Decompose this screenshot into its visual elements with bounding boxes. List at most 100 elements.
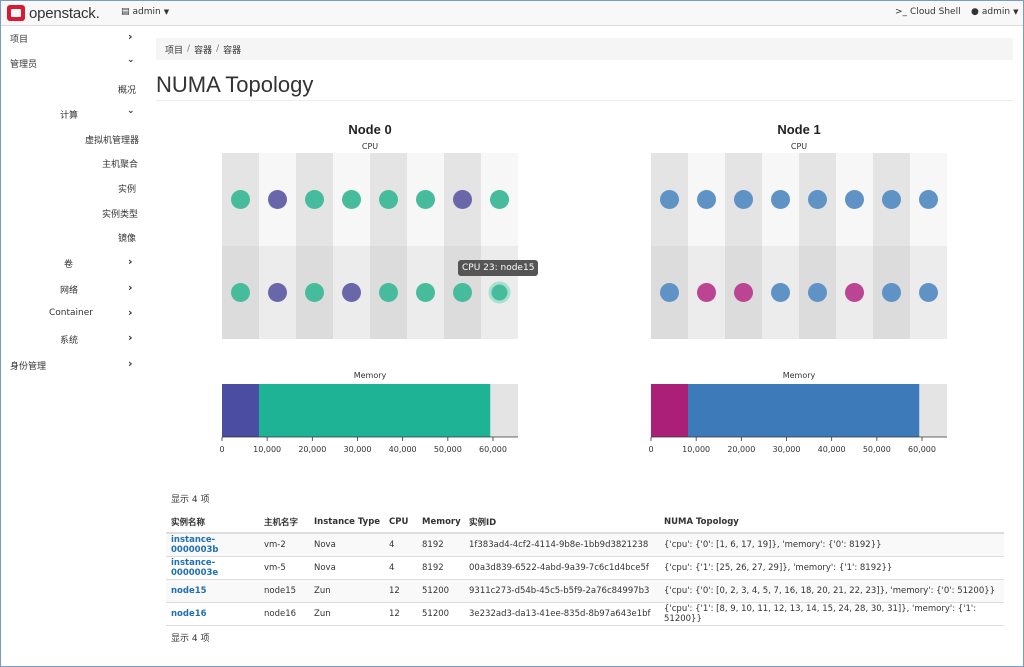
chevron-down-icon[interactable]: ⌄ [127,106,135,116]
cpu-core-dot[interactable] [379,190,398,209]
cpu-core-dot[interactable] [771,283,790,302]
cpu-core-dot[interactable] [845,283,864,302]
cpu-core-dot[interactable] [268,283,287,302]
cpu-core-dot[interactable] [919,190,938,209]
sidebar-item-hypervisors[interactable]: 虚拟机管理器 [85,136,140,146]
cpu-core-dot[interactable] [697,283,716,302]
project-icon: ▤ [121,7,130,17]
memory-axis-tick-label: 60,000 [479,445,507,454]
sidebar-item-project[interactable]: 项目 [10,35,29,45]
cloud-shell-button[interactable]: >_ Cloud Shell [895,7,961,17]
chevron-right-icon[interactable]: › [128,306,133,319]
cpu-core-dot[interactable] [488,281,511,304]
cell-id: 9311c273-d54b-45c5-b5f9-2a76c84997b3 [464,579,659,603]
column-header-type[interactable]: Instance Type [309,511,384,534]
cell-memory: 8192 [417,556,464,580]
cpu-core-dot[interactable] [808,283,827,302]
sidebar-item-admin[interactable]: 管理员 [10,60,38,70]
cpu-core-dot[interactable] [697,190,716,209]
sidebar-item-network[interactable]: 网络 [60,286,79,296]
column-header-host[interactable]: 主机名字 [259,511,309,534]
cpu-core-dot[interactable] [882,283,901,302]
sidebar-item-host-aggregates[interactable]: 主机聚合 [102,160,139,170]
column-header-numa[interactable]: NUMA Topology [659,511,1004,534]
chevron-right-icon[interactable]: › [128,331,133,344]
chevron-right-icon[interactable]: › [128,30,133,43]
breadcrumb-item[interactable]: 容器 [194,45,213,56]
cell-type: Zun [309,579,384,603]
cell-numa: {'cpu': {'1': [25, 26, 27, 29]}, 'memory… [659,556,1004,580]
memory-axis-tick-label: 40,000 [818,445,846,454]
cpu-core-dot[interactable] [305,283,324,302]
sidebar-item-flavors[interactable]: 实例类型 [102,210,139,220]
cpu-core-dot[interactable] [919,283,938,302]
sidebar-item-instances[interactable]: 实例 [118,185,137,195]
sidebar-item-identity[interactable]: 身份管理 [10,362,47,372]
cpu-core-dot[interactable] [416,283,435,302]
memory-axis-tick-label: 10,000 [253,445,281,454]
cpu-core-dot[interactable] [734,190,753,209]
cpu-core-dot[interactable] [660,283,679,302]
cpu-core-dot[interactable] [268,190,287,209]
sidebar-item-container[interactable]: Container [49,308,93,318]
memory-segment[interactable] [222,384,259,437]
chevron-right-icon[interactable]: › [128,357,133,370]
column-header-id[interactable]: 实例ID [464,511,659,534]
instance-link[interactable]: instance-0000003e [171,558,219,578]
sidebar-item-images[interactable]: 镜像 [118,234,137,244]
cell-memory: 51200 [417,602,464,626]
showing-count-top: 显示 4 项 [171,495,210,505]
cpu-core-dot[interactable] [771,190,790,209]
cpu-core-dot[interactable] [342,190,361,209]
cpu-core-dot[interactable] [231,190,250,209]
cpu-core-dot[interactable] [845,190,864,209]
cpu-core-dot[interactable] [453,190,472,209]
cloud-shell-label: Cloud Shell [910,7,961,17]
sidebar: 项目 › 管理员 ⌄ 概况 计算 ⌄ 虚拟机管理器 主机聚合 实例 实例类型 镜… [1,26,146,666]
chevron-right-icon[interactable]: › [128,255,133,268]
breadcrumb-item[interactable]: 项目 [165,45,184,56]
cell-cpu: 12 [384,579,417,603]
user-icon: ● [971,7,979,17]
user-dropdown[interactable]: ● admin ▼ [971,7,1018,17]
column-header-memory[interactable]: Memory [417,511,464,534]
sidebar-item-overview[interactable]: 概况 [118,86,137,96]
cpu-core-dot[interactable] [416,190,435,209]
chevron-right-icon[interactable]: › [128,281,133,294]
cpu-core-dot[interactable] [660,190,679,209]
instance-link[interactable]: instance-0000003b [171,535,219,555]
table-row: node15 node15 Zun 12 51200 9311c273-d54b… [166,579,1004,603]
project-dropdown[interactable]: ▤ admin ▼ [121,7,169,17]
cpu-core-dot[interactable] [490,190,509,209]
cpu-core-dot[interactable] [734,283,753,302]
sidebar-item-volumes[interactable]: 卷 [64,260,74,270]
top-navbar: openstack. ▤ admin ▼ >_ Cloud Shell ● ad… [1,1,1023,26]
cpu-core-dot[interactable] [379,283,398,302]
cpu-core-dot[interactable] [231,283,250,302]
openstack-logo[interactable]: openstack. [7,4,100,22]
instance-link[interactable]: node16 [171,609,207,619]
node-0-title: Node 0 [348,122,392,137]
column-header-cpu[interactable]: CPU [384,511,417,534]
sidebar-item-system[interactable]: 系统 [60,336,79,346]
memory-segment[interactable] [688,384,920,437]
memory-segment[interactable] [651,384,688,437]
cpu-core-dot[interactable] [342,283,361,302]
cell-host: node16 [259,602,309,626]
table-row: node16 node16 Zun 12 51200 3e232ad3-da13… [166,602,1004,626]
sidebar-item-compute[interactable]: 计算 [60,111,79,121]
cell-numa: {'cpu': {'0': [0, 2, 3, 4, 5, 7, 16, 18,… [659,579,1004,603]
instance-link[interactable]: node15 [171,586,207,596]
cpu-core-dot[interactable] [808,190,827,209]
showing-count-bottom: 显示 4 项 [171,634,210,644]
caret-down-icon: ▼ [1013,8,1019,16]
memory-segment[interactable] [259,384,491,437]
cell-memory: 8192 [417,533,464,557]
breadcrumb-item: 容器 [223,45,242,56]
cpu-core-dot[interactable] [453,283,472,302]
cpu-core-dot[interactable] [305,190,324,209]
memory-axis-tick-label: 50,000 [434,445,462,454]
cpu-core-dot[interactable] [882,190,901,209]
column-header-name[interactable]: 实例名称 [166,511,259,534]
chevron-down-icon[interactable]: ⌄ [127,55,135,65]
